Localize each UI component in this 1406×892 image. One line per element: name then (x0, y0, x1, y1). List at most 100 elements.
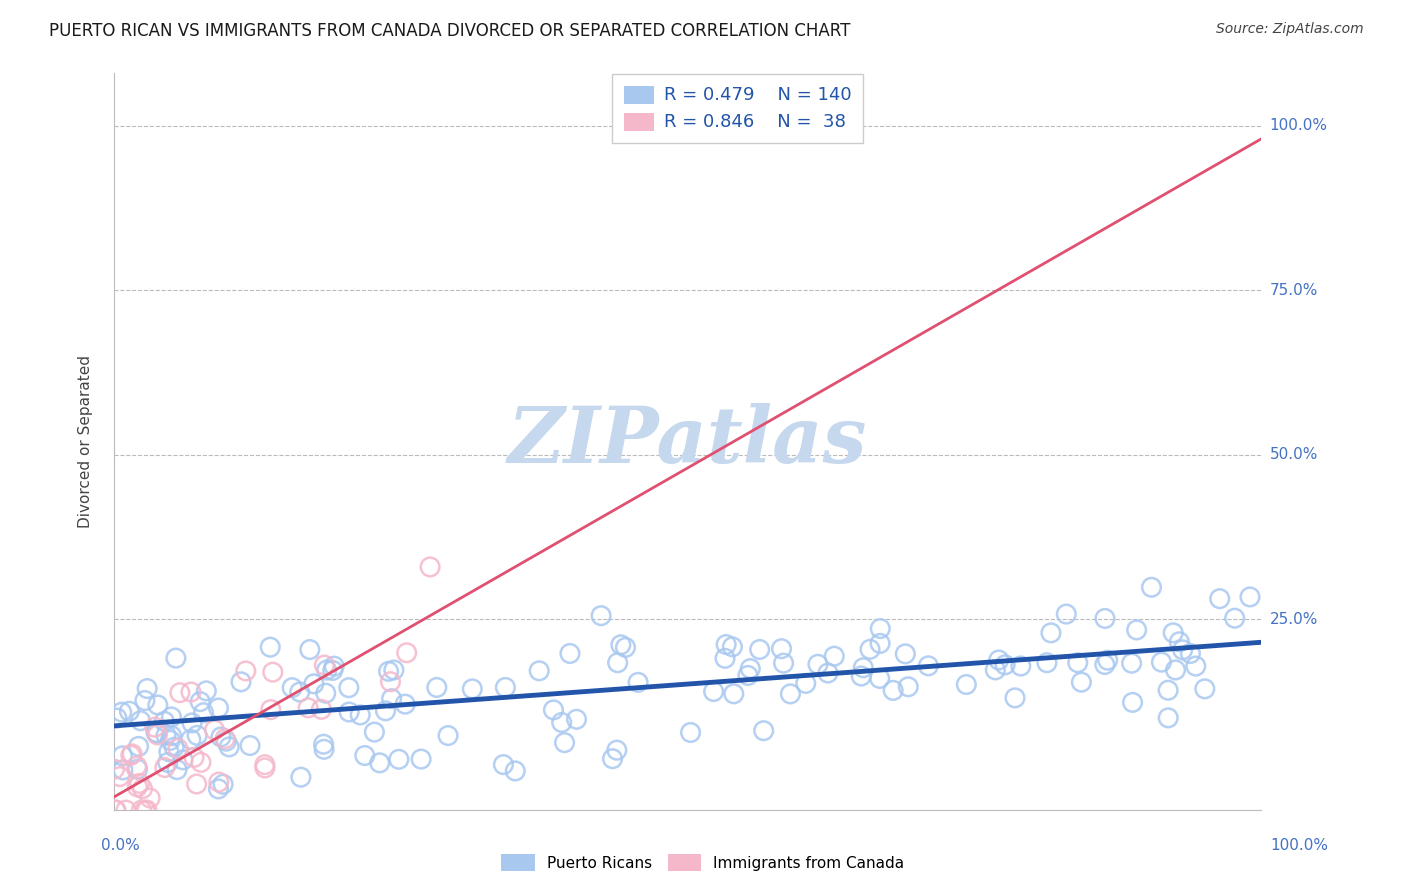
Point (823, 649, 845, 664)
Point (207, 781, 229, 796)
Point (105, 711, 128, 725)
Point (807, 657, 830, 672)
Point (851, 669, 873, 683)
Point (127, 762, 149, 776)
Point (195, 684, 218, 698)
Point (315, 686, 337, 700)
Point (190, 756, 212, 770)
Point (1094, 611, 1116, 625)
Point (606, 656, 628, 670)
Point (1004, 690, 1026, 705)
Point (1157, 683, 1180, 698)
Point (852, 661, 875, 675)
Point (131, 781, 153, 796)
Point (315, 663, 337, 677)
Point (380, 674, 402, 689)
Point (218, 739, 240, 754)
Point (1223, 611, 1246, 625)
Point (494, 681, 516, 695)
Point (869, 636, 891, 650)
Point (312, 742, 335, 756)
Point (120, 748, 142, 763)
Point (1094, 657, 1116, 672)
Point (253, 761, 276, 775)
Point (193, 706, 215, 720)
Point (492, 757, 515, 772)
Point (1209, 591, 1232, 606)
Point (1067, 656, 1090, 670)
Point (721, 640, 744, 654)
Point (353, 748, 375, 763)
Point (1171, 642, 1194, 657)
Point (723, 687, 745, 701)
Point (610, 638, 633, 652)
Point (794, 676, 817, 690)
Y-axis label: Divorced or Separated: Divorced or Separated (79, 355, 93, 528)
Point (894, 647, 917, 661)
Text: 100.0%: 100.0% (1270, 118, 1327, 133)
Point (752, 723, 775, 738)
Text: PUERTO RICAN VS IMMIGRANTS FROM CANADA DIVORCED OR SEPARATED CORRELATION CHART: PUERTO RICAN VS IMMIGRANTS FROM CANADA D… (49, 22, 851, 40)
Point (1122, 695, 1144, 709)
Point (108, 770, 131, 784)
Point (411, 752, 433, 766)
Point (461, 681, 484, 696)
Point (323, 659, 346, 673)
Point (614, 640, 637, 655)
Point (737, 668, 759, 682)
Point (212, 777, 235, 791)
Point (897, 680, 920, 694)
Point (377, 665, 399, 679)
Point (167, 741, 190, 756)
Point (204, 723, 226, 737)
Point (987, 653, 1010, 667)
Point (591, 608, 613, 623)
Point (262, 665, 284, 680)
Point (543, 703, 565, 717)
Point (115, 803, 138, 817)
Text: 100.0%: 100.0% (1271, 838, 1329, 853)
Text: Source: ZipAtlas.com: Source: ZipAtlas.com (1216, 22, 1364, 37)
Point (374, 704, 396, 718)
Point (740, 662, 762, 676)
Point (1070, 675, 1092, 690)
Point (772, 656, 794, 670)
Point (779, 687, 801, 701)
Point (311, 702, 333, 716)
Point (917, 658, 939, 673)
Point (312, 737, 335, 751)
Point (395, 646, 418, 660)
Point (183, 750, 205, 764)
Point (146, 725, 169, 739)
Point (1184, 659, 1206, 673)
Point (388, 752, 411, 766)
Point (288, 685, 311, 699)
Point (529, 664, 551, 678)
Point (111, 763, 134, 777)
Point (1168, 635, 1191, 649)
Point (984, 663, 1007, 677)
Point (1039, 626, 1062, 640)
Legend: R = 0.479    N = 140, R = 0.846    N =  38: R = 0.479 N = 140, R = 0.846 N = 38 (612, 74, 863, 143)
Point (281, 681, 304, 695)
Point (121, 747, 143, 761)
Point (349, 708, 371, 723)
Point (817, 666, 839, 681)
Point (209, 730, 232, 744)
Point (215, 734, 238, 748)
Point (160, 710, 183, 724)
Point (165, 651, 187, 665)
Point (1150, 655, 1173, 669)
Point (153, 714, 176, 729)
Point (714, 651, 737, 665)
Text: 25.0%: 25.0% (1270, 612, 1317, 627)
Point (157, 745, 180, 759)
Text: 50.0%: 50.0% (1270, 447, 1317, 462)
Point (558, 647, 581, 661)
Point (169, 686, 191, 700)
Point (134, 693, 156, 707)
Point (1097, 653, 1119, 667)
Point (363, 725, 385, 739)
Point (869, 622, 891, 636)
Point (186, 728, 208, 742)
